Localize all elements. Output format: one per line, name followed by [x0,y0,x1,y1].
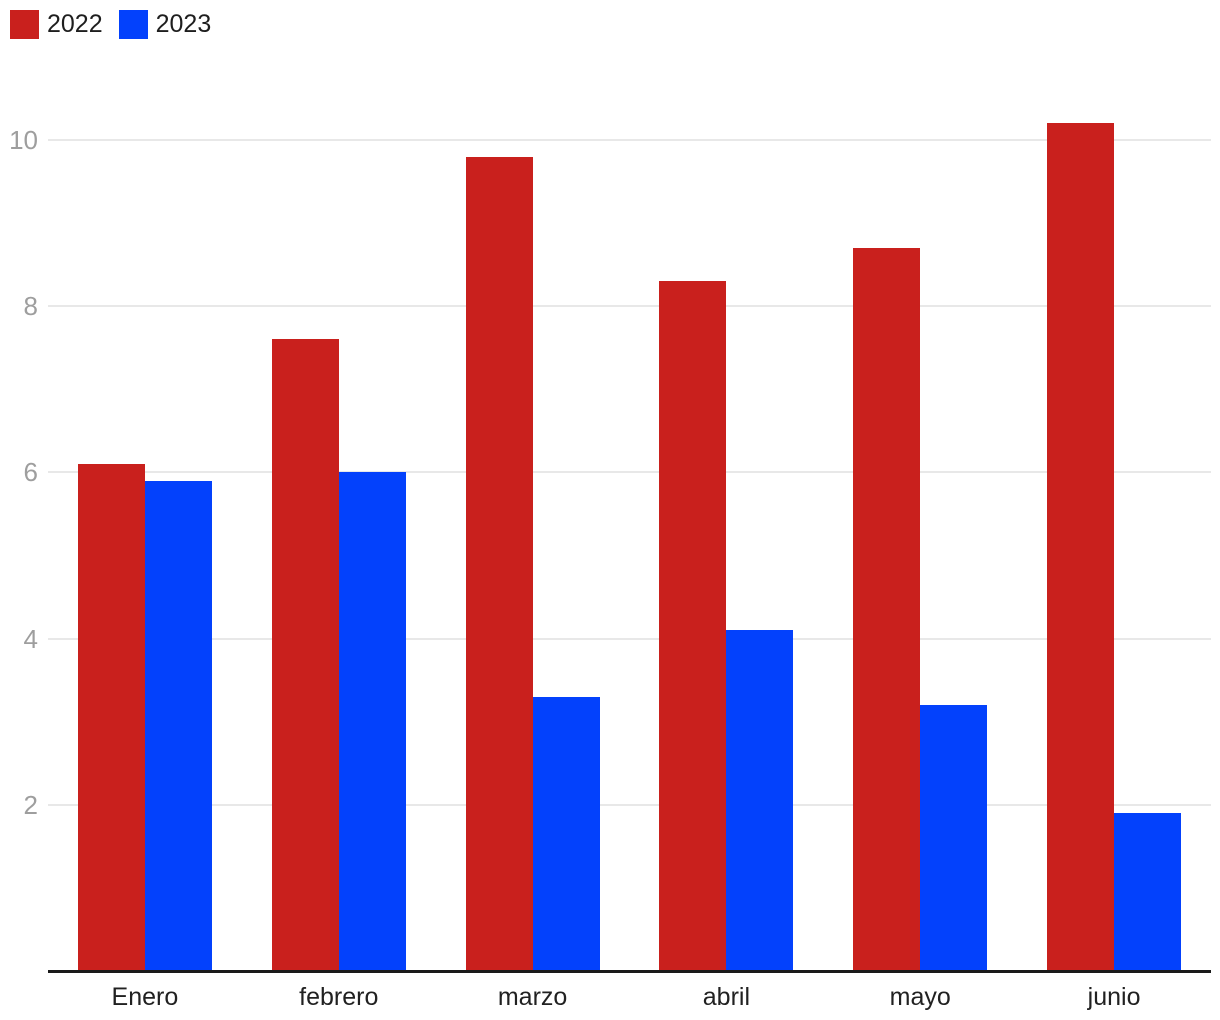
x-axis-tick-label: marzo [497,983,568,1011]
chart-legend: 2022 2023 [10,10,211,39]
legend-label: 2022 [47,10,103,38]
x-axis-line [48,970,1211,973]
y-axis-tick-label: 6 [23,457,38,488]
bar-2023-febrero [338,472,406,971]
y-axis-tick-label: 2 [23,789,38,820]
bar-2022-abril [659,281,727,971]
y-axis-tick-label: 10 [9,125,38,155]
bar-2022-mayo [853,248,921,971]
x-axis-tick-label: junio [1087,983,1141,1011]
gridline-y6 [48,471,1211,474]
bar-2023-junio [1114,813,1182,971]
gridline-y8 [48,305,1211,308]
legend-item-2023: 2023 [118,10,212,39]
bar-2023-abril [726,630,794,971]
bar-2022-febrero [271,339,339,971]
x-axis-tick-label: Enero [111,983,179,1011]
x-axis-tick-label: febrero [299,983,379,1011]
legend-swatch-2023 [118,10,148,39]
legend-swatch-2022 [10,10,39,39]
y-axis-tick-label: 8 [23,291,38,322]
bar-2022-marzo [465,156,533,971]
bar-2023-enero [144,480,212,971]
y-axis-tick-label: 4 [23,623,38,654]
gridline-y2 [48,803,1211,806]
gridline-y4 [48,637,1211,640]
bar-2022-junio [1047,123,1115,971]
legend-item-2022: 2022 [10,10,103,39]
x-axis-tick-label: abril [702,983,751,1011]
bar-2023-mayo [920,705,988,971]
bar-2022-enero [77,464,145,971]
legend-label: 2023 [155,10,212,38]
gridline-y10 [48,139,1211,141]
bar-2023-marzo [532,696,600,971]
x-axis-tick-label: mayo [889,983,951,1011]
